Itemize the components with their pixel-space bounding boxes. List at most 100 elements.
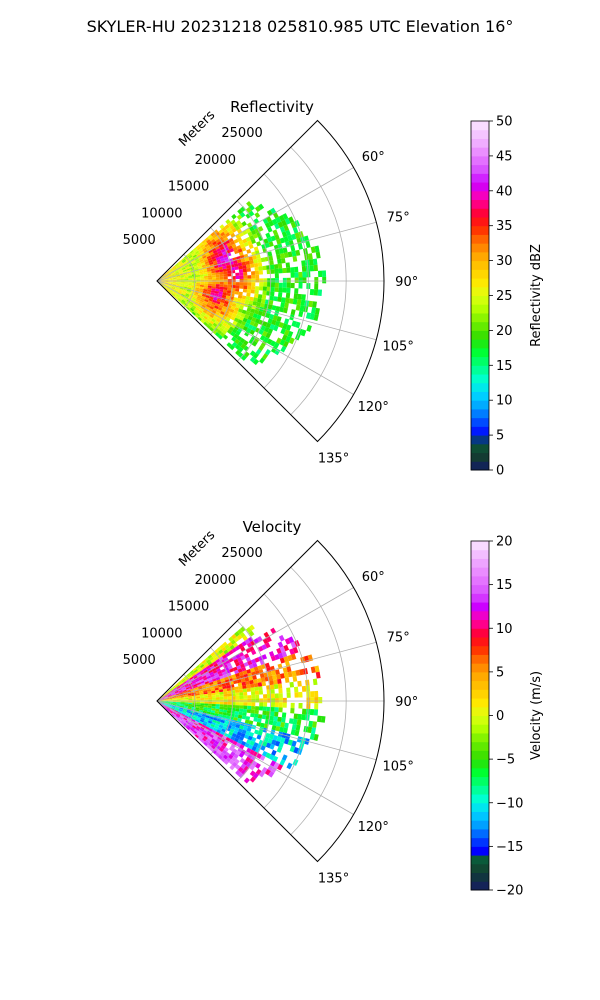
velocity-cell xyxy=(168,695,173,698)
reflectivity-cell xyxy=(172,281,177,283)
reflectivity-cell xyxy=(290,272,295,278)
velocity-cell xyxy=(191,731,196,736)
velocity-cell xyxy=(281,712,287,718)
azimuth-tick-label: 60° xyxy=(362,150,385,165)
reflectivity-cell xyxy=(239,278,244,283)
reflectivity-cell xyxy=(227,287,232,291)
reflectivity-cell xyxy=(249,329,255,336)
reflectivity-cell xyxy=(238,352,244,359)
velocity-cell xyxy=(253,713,259,719)
velocity-cell xyxy=(257,718,262,723)
reflectivity-cell xyxy=(189,307,195,312)
velocity-cell xyxy=(190,712,195,715)
reflectivity-cell xyxy=(255,278,260,283)
reflectivity-cell xyxy=(220,324,226,330)
velocity-cell xyxy=(240,678,246,683)
reflectivity-cell xyxy=(160,278,165,280)
velocity-cell xyxy=(178,689,183,692)
velocity-cell xyxy=(255,698,260,703)
velocity-cell xyxy=(164,696,169,699)
velocity-cell xyxy=(194,728,199,733)
velocity-cell xyxy=(214,740,220,745)
reflectivity-cell xyxy=(317,289,323,296)
reflectivity-cell xyxy=(160,281,165,283)
velocity-cell xyxy=(223,723,228,728)
reflectivity-cell xyxy=(182,268,187,272)
reflectivity-cell xyxy=(230,331,236,337)
reflectivity-cell xyxy=(210,268,216,272)
velocity-cell xyxy=(171,705,176,708)
reflectivity-cell xyxy=(268,241,274,247)
velocity-cell xyxy=(191,708,196,711)
velocity-cell xyxy=(240,740,247,746)
velocity-cell xyxy=(168,711,172,715)
velocity-cell xyxy=(193,714,198,718)
reflectivity-cell xyxy=(162,273,167,277)
reflectivity-cell xyxy=(254,227,260,234)
reflectivity-cell xyxy=(275,249,280,255)
reflectivity-cell xyxy=(213,252,219,256)
velocity-cell xyxy=(174,715,179,719)
reflectivity-cell xyxy=(230,315,236,321)
colorbar-segment xyxy=(471,339,489,349)
velocity-cell xyxy=(254,729,260,735)
colorbar-segment xyxy=(471,190,489,201)
velocity-cell xyxy=(182,688,187,692)
reflectivity-cell xyxy=(224,300,229,305)
velocity-cell xyxy=(192,701,197,704)
velocity-cell xyxy=(282,697,287,703)
velocity-cell xyxy=(195,719,200,723)
velocity-cell xyxy=(212,749,217,755)
velocity-cell xyxy=(267,738,273,744)
reflectivity-cell xyxy=(195,289,200,292)
velocity-cell xyxy=(227,696,232,700)
reflectivity-cell xyxy=(235,275,240,280)
velocity-cell xyxy=(294,729,300,737)
reflectivity-cell xyxy=(196,296,202,300)
velocity-cell xyxy=(227,665,233,670)
velocity-grid xyxy=(156,566,384,836)
velocity-cell xyxy=(172,703,177,705)
velocity-cell xyxy=(289,648,295,655)
velocity-cell xyxy=(197,675,203,679)
velocity-cell xyxy=(222,735,227,740)
reflectivity-cell xyxy=(271,218,278,225)
reflectivity-cell xyxy=(227,245,233,250)
velocity-cell xyxy=(308,720,314,728)
reflectivity-cell xyxy=(197,265,203,269)
reflectivity-cell xyxy=(245,212,252,219)
reflectivity-cell xyxy=(250,238,257,245)
velocity-cell xyxy=(223,693,228,697)
velocity-cell xyxy=(160,699,165,701)
velocity-cell xyxy=(247,660,253,666)
velocity-cell xyxy=(189,676,194,681)
reflectivity-cell xyxy=(254,270,260,275)
reflectivity-cell xyxy=(238,291,243,296)
velocity-cell xyxy=(238,643,244,649)
velocity-cell xyxy=(180,701,185,703)
reflectivity-cell xyxy=(164,284,168,286)
velocity-cell xyxy=(301,708,307,715)
reflectivity-cell xyxy=(172,279,177,281)
reflectivity-cell xyxy=(221,294,227,299)
velocity-cell xyxy=(160,697,165,700)
velocity-cell xyxy=(261,644,268,650)
velocity-cell xyxy=(265,742,272,749)
reflectivity-cell xyxy=(171,293,175,297)
velocity-cell xyxy=(278,741,284,749)
velocity-cell xyxy=(274,702,279,708)
reflectivity-cell xyxy=(265,322,272,329)
reflectivity-cell xyxy=(205,245,211,250)
reflectivity-cell xyxy=(218,269,224,273)
velocity-cell xyxy=(213,717,218,721)
reflectivity-cell xyxy=(243,278,248,283)
colorbar-tick-label: −10 xyxy=(496,796,523,811)
reflectivity-cell xyxy=(219,310,225,316)
velocity-cell xyxy=(175,706,180,709)
reflectivity-cell xyxy=(231,213,237,220)
velocity-cell xyxy=(172,704,177,706)
reflectivity-cell xyxy=(192,281,197,284)
reflectivity-cell xyxy=(168,278,173,280)
reflectivity-cell xyxy=(229,344,235,351)
reflectivity-cell xyxy=(283,318,290,325)
